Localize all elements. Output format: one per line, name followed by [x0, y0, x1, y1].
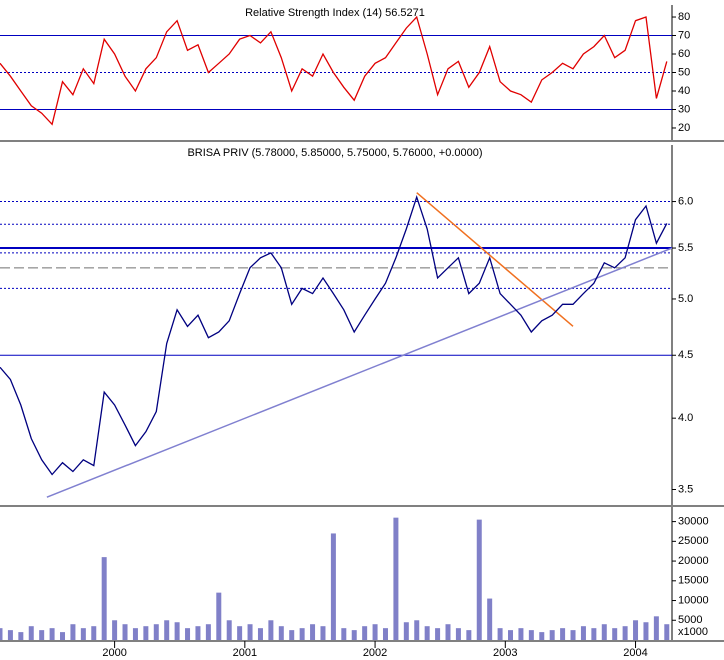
- y-tick-label: 50: [678, 66, 690, 78]
- volume-bar: [49, 628, 55, 640]
- y-tick-label: 5.0: [678, 293, 693, 305]
- volume-bar: [393, 517, 399, 640]
- x-tick-label: 2002: [363, 647, 387, 659]
- y-tick-label: 70: [678, 29, 690, 41]
- volume-bar: [560, 628, 566, 640]
- volume-bar: [466, 630, 472, 640]
- volume-bar: [476, 519, 482, 640]
- volume-bar: [497, 628, 503, 640]
- volume-bar: [132, 628, 138, 640]
- volume-bar: [91, 626, 97, 640]
- trendline: [416, 192, 574, 327]
- volume-bar: [455, 628, 461, 640]
- y-tick-label: 20000: [678, 555, 709, 567]
- volume-bar: [257, 628, 263, 640]
- volume-bar: [580, 626, 586, 640]
- y-tick-label: 6.0: [678, 195, 693, 207]
- volume-bar: [122, 624, 128, 640]
- volume-bar: [153, 624, 159, 640]
- volume-bar: [70, 624, 76, 640]
- volume-bar: [226, 620, 232, 640]
- volume-bar: [487, 598, 493, 640]
- volume-bar: [320, 626, 326, 640]
- volume-bar: [612, 628, 618, 640]
- volume-bar: [414, 620, 420, 640]
- volume-bar: [622, 626, 628, 640]
- volume-bar: [195, 626, 201, 640]
- volume-bar: [80, 628, 86, 640]
- y-tick-label: 20: [678, 122, 690, 134]
- volume-bar: [539, 632, 545, 640]
- volume-bar: [528, 630, 534, 640]
- volume-bar: [278, 626, 284, 640]
- y-tick-label: 60: [678, 48, 690, 60]
- y-tick-label: 3.5: [678, 483, 693, 495]
- volume-bar: [143, 626, 149, 640]
- volume-bar: [330, 533, 336, 640]
- volume-bar: [299, 628, 305, 640]
- y-tick-label: 4.0: [678, 412, 693, 424]
- volume-bar: [164, 620, 170, 640]
- y-tick-label: 5000: [678, 614, 702, 626]
- volume-bar: [39, 630, 45, 640]
- volume-bar: [112, 620, 118, 640]
- data-line: [0, 195, 668, 476]
- y-axis-unit: x1000: [678, 626, 708, 638]
- panel-title: Relative Strength Index (14) 56.5271: [245, 7, 425, 19]
- volume-bar: [424, 626, 430, 640]
- volume-bar: [7, 630, 13, 640]
- y-tick-label: 25000: [678, 535, 709, 547]
- volume-bar: [382, 628, 388, 640]
- volume-bar: [372, 624, 378, 640]
- volume-bar: [341, 628, 347, 640]
- volume-bar: [18, 632, 24, 640]
- volume-bar: [237, 626, 243, 640]
- y-tick-label: 80: [678, 11, 690, 23]
- volume-bar: [570, 630, 576, 640]
- panel-title: BRISA PRIV (5.78000, 5.85000, 5.75000, 5…: [187, 147, 482, 159]
- y-tick-label: 15000: [678, 575, 709, 587]
- volume-bar: [362, 626, 368, 640]
- volume-bar: [601, 624, 607, 640]
- x-tick-label: 2000: [102, 647, 126, 659]
- volume-bar: [518, 628, 524, 640]
- y-tick-label: 30: [678, 103, 690, 115]
- volume-bar: [185, 628, 191, 640]
- y-tick-label: 30000: [678, 516, 709, 528]
- y-tick-label: 40: [678, 85, 690, 97]
- data-line: [0, 15, 668, 126]
- volume-bar: [205, 624, 211, 640]
- volume-bar: [289, 630, 295, 640]
- volume-bar: [591, 628, 597, 640]
- volume-bar: [216, 592, 222, 640]
- y-tick-label: 5.5: [678, 242, 693, 254]
- volume-bar: [0, 628, 3, 640]
- volume-bar: [435, 628, 441, 640]
- volume-bar: [633, 620, 639, 640]
- volume-bar: [174, 622, 180, 640]
- x-tick-label: 2003: [493, 647, 517, 659]
- trendline: [46, 247, 672, 498]
- volume-bar: [549, 630, 555, 640]
- volume-bar: [445, 624, 451, 640]
- y-tick-label: 10000: [678, 594, 709, 606]
- volume-bar: [101, 557, 107, 640]
- volume-bar: [351, 630, 357, 640]
- volume-bar: [60, 632, 66, 640]
- volume-bar: [247, 624, 253, 640]
- volume-bar: [664, 624, 670, 640]
- volume-bar: [28, 626, 34, 640]
- volume-bar: [653, 616, 659, 640]
- volume-bar: [508, 630, 514, 640]
- volume-bar: [643, 622, 649, 640]
- x-tick-label: 2004: [623, 647, 647, 659]
- y-tick-label: 4.5: [678, 349, 693, 361]
- volume-bar: [268, 620, 274, 640]
- volume-bar: [403, 622, 409, 640]
- volume-bar: [310, 624, 316, 640]
- x-tick-label: 2001: [233, 647, 257, 659]
